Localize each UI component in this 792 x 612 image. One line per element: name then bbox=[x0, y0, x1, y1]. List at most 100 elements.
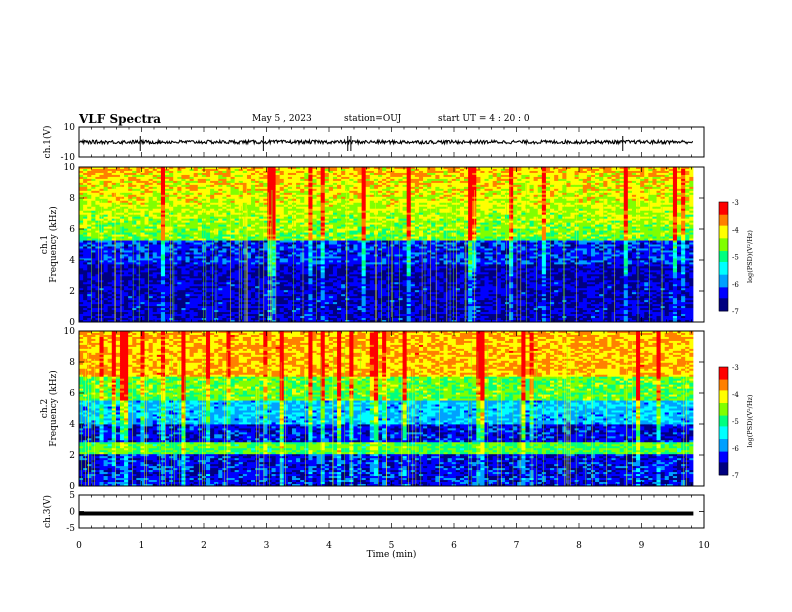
spectrogram-cell bbox=[652, 196, 657, 200]
spectrogram-cell bbox=[648, 202, 653, 206]
spectrogram-cell bbox=[599, 172, 604, 176]
spectrogram-cell bbox=[341, 176, 346, 180]
spectrogram-cell bbox=[271, 190, 276, 194]
spectrogram-cell bbox=[599, 200, 604, 204]
spectrogram-cell bbox=[418, 216, 424, 220]
spectrogram-cell bbox=[574, 218, 580, 222]
spectrogram-cell bbox=[590, 170, 596, 174]
spectrogram-cell bbox=[578, 208, 584, 212]
spectrogram-cell bbox=[615, 198, 621, 202]
spectrogram-cell bbox=[189, 208, 195, 212]
spectrogram-cell bbox=[631, 174, 637, 178]
spectrogram-cell bbox=[586, 184, 592, 188]
spectrogram-cell bbox=[349, 210, 354, 214]
spectrogram-cell bbox=[328, 172, 334, 176]
spectrogram-cell bbox=[99, 196, 104, 200]
spectrogram-cell bbox=[529, 176, 535, 180]
spectrogram-cell bbox=[582, 172, 588, 176]
spectrogram-cell bbox=[103, 174, 109, 178]
spectrogram-cell bbox=[197, 206, 203, 210]
spectrogram-cell bbox=[414, 194, 420, 198]
spectrogram-cell bbox=[623, 178, 629, 182]
spectrogram-cell bbox=[111, 204, 117, 208]
spectrogram-cell bbox=[545, 218, 551, 222]
spectrogram-cell bbox=[484, 212, 489, 216]
spectrogram-cell bbox=[271, 212, 276, 216]
spectrogram-cell bbox=[541, 216, 547, 220]
spectrogram-cell bbox=[607, 212, 612, 216]
spectrogram-cell bbox=[107, 218, 113, 222]
spectrogram-cell bbox=[476, 176, 481, 180]
spectrogram-cell bbox=[529, 212, 535, 216]
spectrogram-cell bbox=[255, 167, 260, 170]
spectrogram-cell bbox=[398, 176, 403, 180]
spectrogram-cell bbox=[144, 188, 150, 192]
spectrogram-cell bbox=[320, 204, 326, 208]
spectrogram-cell bbox=[554, 186, 559, 190]
spectrogram-cell bbox=[500, 190, 506, 194]
spectrogram-cell bbox=[341, 190, 346, 194]
spectrogram-cell bbox=[345, 168, 350, 172]
spectrogram-cell bbox=[324, 202, 330, 206]
spectrogram-cell bbox=[406, 184, 412, 188]
spectrogram-cell bbox=[435, 186, 440, 190]
spectrogram-cell bbox=[148, 210, 154, 214]
spectrogram-cell bbox=[341, 184, 346, 188]
spectrogram-cell bbox=[676, 200, 682, 204]
spectrogram-cell bbox=[500, 174, 506, 178]
spectrogram-cell bbox=[611, 194, 616, 198]
spectrogram-cell bbox=[586, 168, 592, 172]
spectrogram-cell bbox=[144, 172, 150, 176]
spectrogram-cell bbox=[91, 167, 96, 170]
spectrogram-cell bbox=[79, 218, 84, 222]
spectrogram-cell bbox=[193, 196, 199, 200]
spectrogram-cell bbox=[275, 172, 281, 176]
spectrogram-cell bbox=[95, 182, 100, 186]
spectrogram-cell bbox=[91, 216, 96, 220]
spectrogram-cell bbox=[214, 202, 219, 206]
spectrogram-cell bbox=[382, 202, 387, 206]
spectrogram-cell bbox=[107, 174, 113, 178]
spectrogram-cell bbox=[472, 174, 477, 178]
spectrogram-cell bbox=[541, 218, 547, 222]
spectrogram-cell bbox=[611, 210, 616, 214]
spectrogram-cell bbox=[181, 174, 186, 178]
spectrogram-cell bbox=[550, 206, 555, 210]
spectrogram-cell bbox=[509, 184, 514, 188]
spectrogram-cell bbox=[631, 218, 637, 222]
spectrogram-cell bbox=[300, 174, 305, 178]
spectrogram-cell bbox=[685, 180, 690, 184]
spectrogram-cell bbox=[554, 178, 559, 182]
spectrogram-cell bbox=[443, 208, 449, 212]
spectrogram-cell bbox=[291, 200, 297, 204]
spectrogram-cell bbox=[320, 188, 326, 192]
spectrogram-cell bbox=[599, 218, 604, 222]
spectrogram-cell bbox=[201, 192, 207, 196]
spectrogram-cell bbox=[619, 174, 625, 178]
spectrogram-cell bbox=[251, 216, 256, 220]
spectrogram-cell bbox=[136, 182, 141, 186]
spectrogram-cell bbox=[308, 220, 313, 224]
spectrogram-cell bbox=[640, 200, 645, 204]
spectrogram-cell bbox=[517, 198, 522, 202]
spectrogram-cell bbox=[357, 206, 363, 210]
spectrogram-cell bbox=[99, 190, 104, 194]
spectrogram-cell bbox=[570, 184, 575, 188]
spectrogram-cell bbox=[504, 178, 510, 182]
spectrogram-cell bbox=[488, 176, 494, 180]
spectrogram-cell bbox=[558, 176, 563, 180]
spectrogram-cell bbox=[140, 208, 145, 212]
spectrogram-cell bbox=[476, 200, 481, 204]
spectrogram-cell bbox=[664, 188, 670, 192]
spectrogram-cell bbox=[316, 174, 322, 178]
spectrogram-cell bbox=[607, 216, 612, 220]
spectrogram-cell bbox=[369, 172, 375, 176]
spectrogram-cell bbox=[279, 170, 285, 174]
spectrogram-cell bbox=[648, 206, 653, 210]
spectrogram-cell bbox=[652, 216, 657, 220]
spectrogram-cell bbox=[197, 214, 203, 218]
spectrogram-cell bbox=[427, 210, 432, 214]
spectrogram-cell bbox=[144, 206, 150, 210]
spectrogram-cell bbox=[152, 198, 158, 202]
spectrogram-cell bbox=[382, 167, 387, 170]
